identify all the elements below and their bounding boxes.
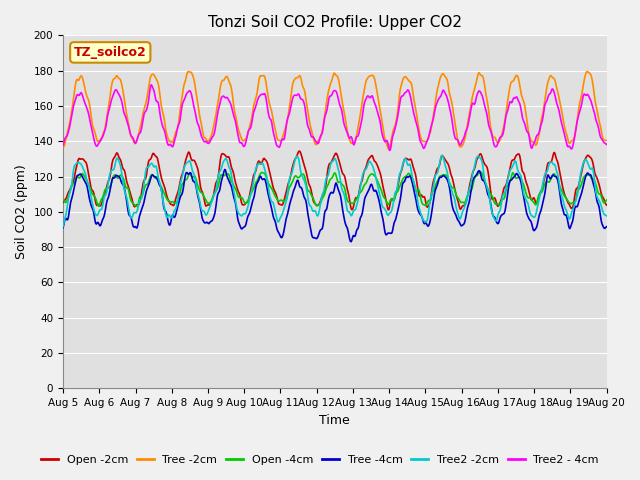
Y-axis label: Soil CO2 (ppm): Soil CO2 (ppm)	[15, 165, 28, 259]
Title: Tonzi Soil CO2 Profile: Upper CO2: Tonzi Soil CO2 Profile: Upper CO2	[208, 15, 462, 30]
Legend: Open -2cm, Tree -2cm, Open -4cm, Tree -4cm, Tree2 -2cm, Tree2 - 4cm: Open -2cm, Tree -2cm, Open -4cm, Tree -4…	[36, 451, 604, 469]
X-axis label: Time: Time	[319, 414, 350, 427]
Text: TZ_soilco2: TZ_soilco2	[74, 46, 147, 59]
